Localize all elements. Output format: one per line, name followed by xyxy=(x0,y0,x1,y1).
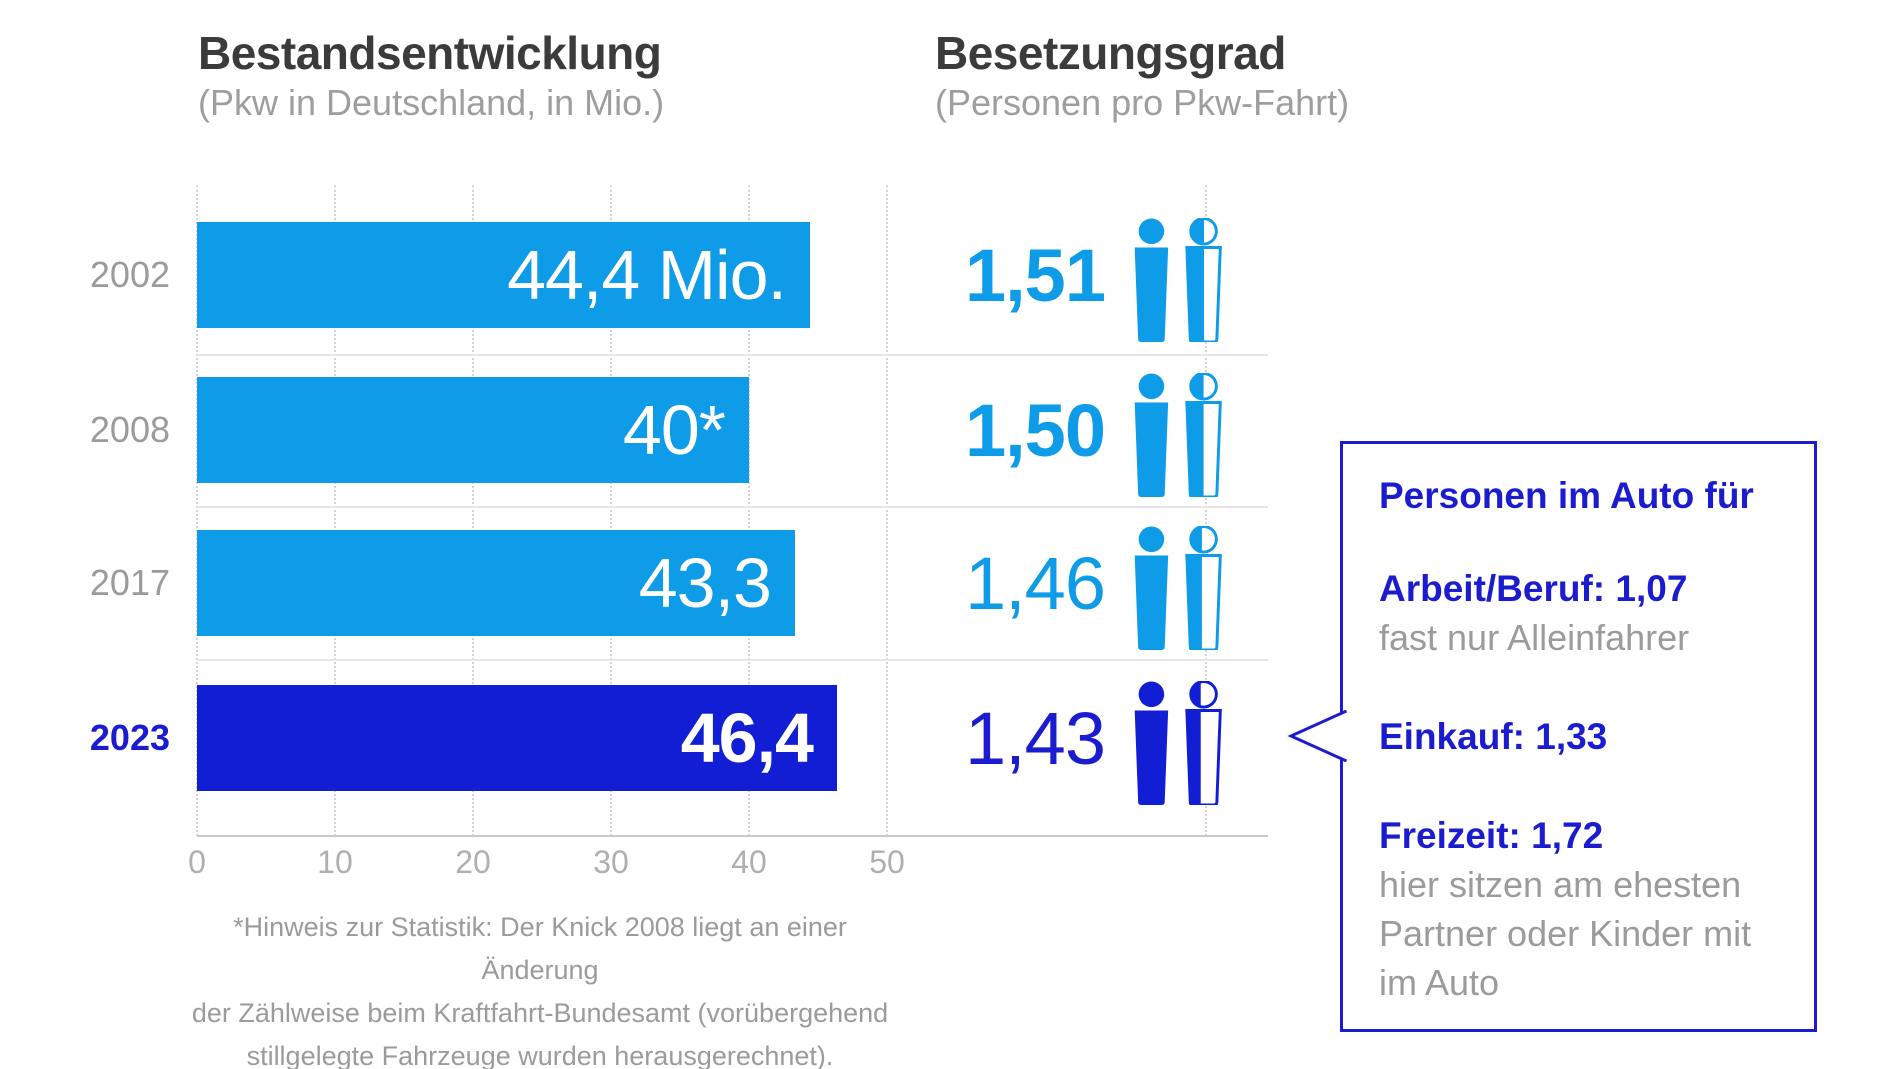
callout-item-label: Arbeit/Beruf: xyxy=(1379,568,1606,609)
occupancy-value-2023: 1,43 xyxy=(964,696,1106,780)
x-tick-30: 30 xyxy=(593,844,629,880)
gridline-0 xyxy=(196,185,198,836)
footnote-line: *Hinweis zur Statistik: Der Knick 2008 l… xyxy=(233,912,847,985)
footnote: *Hinweis zur Statistik: Der Knick 2008 l… xyxy=(190,906,890,1069)
person-pictogram-2023 xyxy=(1134,681,1222,805)
callout-item-line: Freizeit: 1,72 xyxy=(1379,811,1778,860)
gridline-40 xyxy=(748,185,750,836)
left-chart-subtitle: (Pkw in Deutschland, in Mio.) xyxy=(198,82,665,123)
bar-value-label: 40* xyxy=(622,391,726,469)
callout-item-freizeit: Freizeit: 1,72 hier sitzen am ehesten Pa… xyxy=(1379,811,1778,1007)
callout-item-value: 1,72 xyxy=(1531,815,1604,856)
gridline-20 xyxy=(472,185,474,836)
person-pictogram-2008 xyxy=(1134,373,1222,497)
year-label-2008: 2008 xyxy=(89,409,170,450)
callout-item-label: Freizeit: xyxy=(1379,815,1521,856)
person-icon xyxy=(1134,526,1169,650)
gridline-30 xyxy=(610,185,612,836)
callout-item-line: Einkauf: 1,33 xyxy=(1379,712,1778,761)
callout-item-value: 1,33 xyxy=(1535,716,1608,757)
x-axis-line xyxy=(197,835,1268,837)
callout-item-note: fast nur Alleinfahrer xyxy=(1379,617,1690,658)
bar-2023: 46,4 xyxy=(197,685,837,791)
bar-2017: 43,3 xyxy=(197,530,795,636)
x-tick-50: 50 xyxy=(869,844,905,880)
bar-value-label: 43,3 xyxy=(638,544,772,622)
x-tick-40: 40 xyxy=(731,844,767,880)
callout-item-note: hier sitzen am ehesten Partner oder Kind… xyxy=(1379,864,1752,1003)
person-pictogram-2017 xyxy=(1134,526,1222,650)
bar-value-label: 46,4 xyxy=(680,699,814,777)
year-label-2023: 2023 xyxy=(89,717,170,758)
left-chart-header: Bestandsentwicklung (Pkw in Deutschland,… xyxy=(198,24,664,124)
left-chart-title: Bestandsentwicklung xyxy=(198,27,662,79)
bar-2008: 40* xyxy=(197,377,749,483)
gridline-50 xyxy=(886,185,888,836)
person-icon xyxy=(1134,373,1169,497)
occupancy-value-2008: 1,50 xyxy=(964,388,1106,472)
gridline-10 xyxy=(334,185,336,836)
person-pictogram-2002 xyxy=(1134,218,1222,342)
callout-title: Personen im Auto für xyxy=(1379,475,1754,516)
year-label-2017: 2017 xyxy=(89,562,170,603)
callout-item-label: Einkauf: xyxy=(1379,716,1525,757)
row-separator xyxy=(197,506,1268,508)
callout-item-line: Arbeit/Beruf: 1,07 xyxy=(1379,564,1778,613)
callout-item-value: 1,07 xyxy=(1615,568,1688,609)
row-separator xyxy=(197,659,1268,661)
footnote-line: der Zählweise beim Kraftfahrt-Bundesamt … xyxy=(191,998,889,1028)
occupancy-value-2002: 1,51 xyxy=(964,233,1106,317)
right-chart-header: Besetzungsgrad (Personen pro Pkw-Fahrt) xyxy=(935,24,1349,124)
year-label-2002: 2002 xyxy=(89,254,170,295)
right-chart-title: Besetzungsgrad xyxy=(935,27,1286,79)
row-separator xyxy=(197,354,1268,356)
x-tick-20: 20 xyxy=(455,844,491,880)
bar-2002: 44,4 Mio. xyxy=(197,222,810,328)
bar-value-label: 44,4 Mio. xyxy=(507,236,787,314)
callout-item-arbeit: Arbeit/Beruf: 1,07 fast nur Alleinfahrer xyxy=(1379,564,1778,662)
x-tick-0: 0 xyxy=(188,844,206,880)
callout-item-einkauf: Einkauf: 1,33 xyxy=(1379,712,1778,761)
x-tick-10: 10 xyxy=(317,844,353,880)
occupancy-value-2017: 1,46 xyxy=(964,541,1106,625)
person-icon xyxy=(1134,681,1169,805)
callout-pointer-icon xyxy=(1287,710,1347,762)
gridline-icon-half xyxy=(1205,185,1207,836)
person-icon xyxy=(1134,218,1169,342)
footnote-line: stillgelegte Fahrzeuge wurden herausgere… xyxy=(246,1041,834,1069)
right-chart-subtitle: (Personen pro Pkw-Fahrt) xyxy=(935,82,1350,123)
callout-box: Personen im Auto für Arbeit/Beruf: 1,07 … xyxy=(1287,441,1817,1032)
